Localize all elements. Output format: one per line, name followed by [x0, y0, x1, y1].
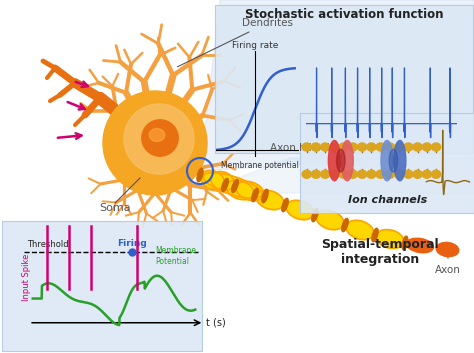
Text: Membrane
Potential: Membrane Potential: [155, 246, 197, 266]
Circle shape: [311, 143, 320, 151]
Circle shape: [339, 170, 348, 178]
Ellipse shape: [342, 218, 348, 232]
Circle shape: [348, 170, 357, 178]
Ellipse shape: [236, 181, 264, 201]
Text: Firing: Firing: [117, 239, 147, 248]
Ellipse shape: [406, 238, 434, 253]
Text: Soma: Soma: [99, 203, 131, 213]
Ellipse shape: [376, 229, 404, 249]
Circle shape: [431, 170, 441, 178]
Circle shape: [320, 143, 330, 151]
Ellipse shape: [226, 180, 254, 200]
Circle shape: [376, 143, 385, 151]
Circle shape: [348, 143, 357, 151]
Circle shape: [404, 170, 413, 178]
Circle shape: [367, 170, 376, 178]
Ellipse shape: [286, 201, 314, 220]
Ellipse shape: [316, 210, 344, 230]
Text: Input Spike: Input Spike: [22, 254, 31, 301]
Circle shape: [394, 170, 404, 178]
Circle shape: [404, 143, 413, 151]
Ellipse shape: [341, 140, 353, 181]
Ellipse shape: [282, 198, 288, 212]
Text: Membrane potential: Membrane potential: [221, 161, 299, 170]
Circle shape: [330, 143, 339, 151]
Text: t (s): t (s): [206, 318, 226, 328]
Ellipse shape: [346, 220, 374, 240]
Ellipse shape: [149, 128, 165, 142]
Circle shape: [422, 143, 431, 151]
FancyBboxPatch shape: [2, 221, 202, 351]
Text: Spatial-temporal
integration: Spatial-temporal integration: [321, 238, 439, 266]
Circle shape: [330, 170, 339, 178]
Text: Firing rate: Firing rate: [232, 41, 278, 49]
Polygon shape: [230, 158, 474, 193]
Ellipse shape: [201, 170, 224, 190]
Ellipse shape: [203, 173, 262, 198]
Ellipse shape: [197, 168, 203, 182]
Ellipse shape: [252, 188, 258, 202]
Ellipse shape: [211, 172, 234, 191]
Ellipse shape: [394, 140, 406, 181]
Ellipse shape: [222, 178, 228, 192]
Circle shape: [320, 170, 330, 178]
Ellipse shape: [124, 104, 194, 174]
Text: Threshold: Threshold: [27, 240, 69, 249]
FancyBboxPatch shape: [215, 5, 473, 153]
Ellipse shape: [372, 228, 378, 242]
Circle shape: [311, 170, 320, 178]
Circle shape: [357, 170, 367, 178]
Text: Stochastic activation function: Stochastic activation function: [245, 8, 443, 22]
Ellipse shape: [337, 149, 345, 172]
Circle shape: [394, 143, 404, 151]
Text: Dendrites: Dendrites: [177, 18, 293, 67]
Ellipse shape: [402, 236, 408, 250]
Circle shape: [413, 170, 422, 178]
Circle shape: [367, 143, 376, 151]
Ellipse shape: [142, 120, 178, 156]
Text: Axon hillock: Axon hillock: [270, 143, 333, 153]
Circle shape: [385, 170, 394, 178]
Circle shape: [422, 170, 431, 178]
Ellipse shape: [381, 140, 393, 181]
Circle shape: [376, 170, 385, 178]
Ellipse shape: [436, 243, 459, 257]
Ellipse shape: [312, 208, 318, 222]
Ellipse shape: [256, 190, 284, 210]
Ellipse shape: [328, 140, 340, 181]
Circle shape: [413, 143, 422, 151]
Circle shape: [339, 143, 348, 151]
Circle shape: [357, 143, 367, 151]
Circle shape: [385, 143, 394, 151]
Ellipse shape: [232, 179, 238, 193]
Text: Ion channels: Ion channels: [348, 195, 428, 205]
Text: Axon: Axon: [435, 265, 461, 275]
Ellipse shape: [389, 149, 398, 172]
Circle shape: [431, 143, 441, 151]
Circle shape: [302, 143, 311, 151]
Ellipse shape: [262, 189, 268, 203]
FancyBboxPatch shape: [300, 113, 474, 213]
Polygon shape: [200, 0, 474, 171]
Ellipse shape: [103, 91, 207, 195]
Circle shape: [302, 170, 311, 178]
